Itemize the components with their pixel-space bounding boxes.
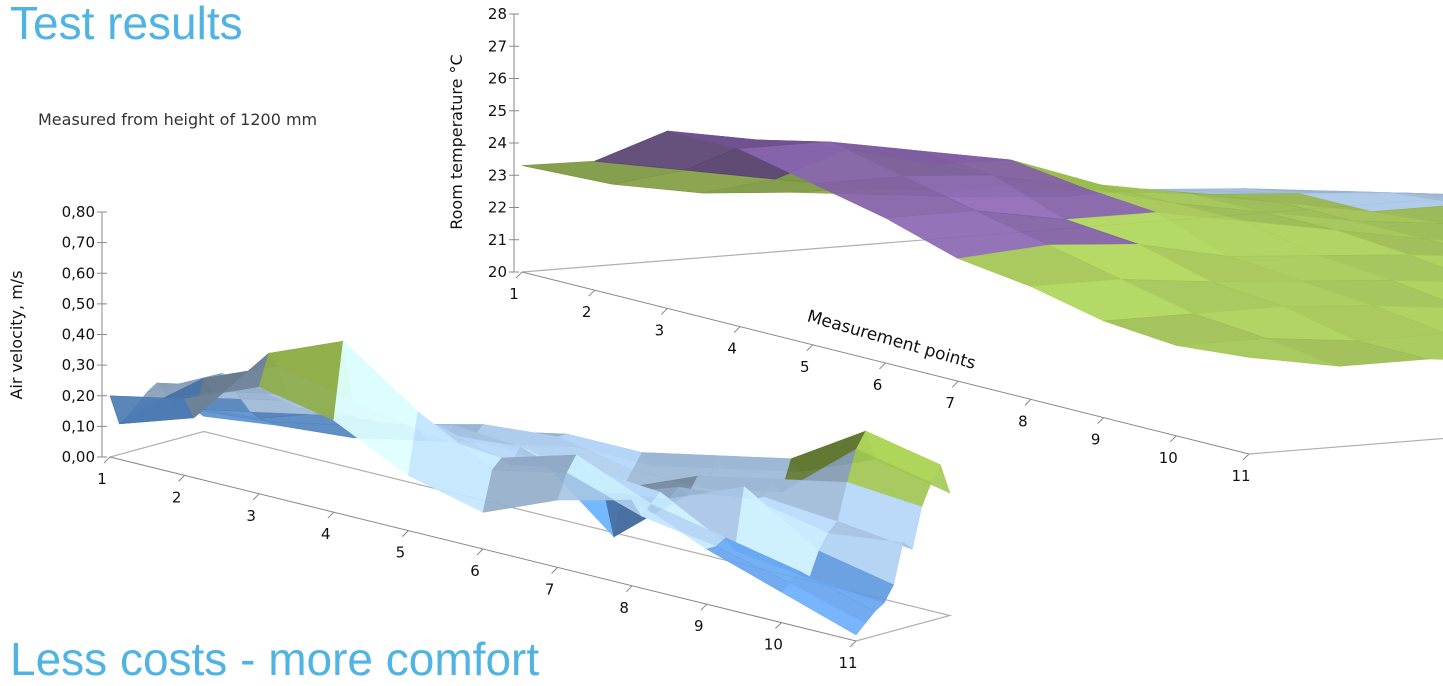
surface-patch: [334, 341, 418, 475]
z-axis: 20 21 22 23 24 25 26 27 28 Room temperature °C: [447, 5, 519, 281]
x-tick-label: 6: [873, 376, 883, 394]
x-tick-label: 3: [655, 321, 665, 339]
x-tick-label: 8: [1018, 412, 1028, 430]
z-tick-label: 0,10: [62, 417, 95, 435]
x-tick-mark: [880, 363, 886, 369]
surface-patch: [483, 470, 567, 512]
x-tick-mark: [104, 457, 110, 463]
x-tick-mark: [589, 290, 595, 296]
x-tick-label: 1: [97, 470, 107, 488]
z-tick-label: 28: [488, 5, 507, 23]
x-tick-mark: [1025, 399, 1031, 405]
x-tick-label: 8: [619, 599, 629, 617]
x-tick-mark: [850, 641, 856, 647]
x-tick-label: 6: [470, 562, 480, 580]
x-tick-mark: [1098, 418, 1104, 424]
x-tick-label: 1: [509, 285, 519, 303]
z-tick-label: 0,40: [62, 326, 95, 344]
x-axis-title: Measurement points: [805, 307, 978, 374]
z-tick-label: 22: [488, 199, 507, 217]
z-tick-label: 27: [488, 37, 507, 55]
z-tick-label: 20: [488, 263, 507, 281]
x-tick-mark: [734, 327, 740, 333]
x-tick-mark: [516, 272, 522, 278]
x-tick-label: 11: [1231, 467, 1250, 485]
x-tick-label: 2: [582, 303, 592, 321]
z-tick-label: 0,60: [62, 264, 95, 282]
x-tick-mark: [253, 494, 259, 500]
x-tick-label: 3: [246, 507, 256, 525]
x-tick-mark: [179, 475, 185, 481]
z-tick-label: 21: [488, 231, 507, 249]
z-axis: 0,00 0,10 0,20 0,30 0,40 0,50 0,60 0,70 0,80 Air …: [7, 203, 107, 466]
z-tick-label: 0,50: [62, 295, 95, 313]
x-tick-label: 7: [545, 580, 555, 598]
x-tick-label: 11: [838, 654, 857, 672]
x-tick-mark: [1243, 454, 1249, 460]
x-tick-label: 10: [764, 636, 783, 654]
x-tick-mark: [952, 381, 958, 387]
z-tick-label: 23: [488, 166, 507, 184]
x-tick-mark: [1170, 436, 1176, 442]
x-tick-label: 2: [172, 488, 182, 506]
x-tick-label: 4: [321, 525, 331, 543]
x-tick-mark: [626, 586, 632, 592]
z-tick-label: 0,30: [62, 356, 95, 374]
x-tick-mark: [477, 549, 483, 555]
x-tick-mark: [552, 567, 558, 573]
x-tick-mark: [661, 308, 667, 314]
z-tick-label: 0,70: [62, 234, 95, 252]
x-tick-label: 7: [945, 394, 955, 412]
z-tick-label: 0,00: [62, 448, 95, 466]
x-tick-mark: [328, 512, 334, 518]
z-tick-label: 26: [488, 70, 507, 88]
x-tick-label: 4: [727, 340, 737, 358]
z-axis-title: Air velocity, m/s: [7, 270, 26, 399]
z-tick-label: 24: [488, 134, 507, 152]
x-tick-label: 5: [396, 544, 406, 562]
x-tick-label: 9: [1091, 431, 1101, 449]
z-axis-title: Room temperature °C: [447, 54, 466, 229]
surface-patch: [110, 396, 194, 424]
x-tick-label: 5: [800, 358, 810, 376]
x-tick-mark: [807, 345, 813, 351]
z-tick-label: 0,80: [62, 203, 95, 221]
x-tick-label: 9: [694, 617, 704, 635]
z-tick-label: 0,20: [62, 387, 95, 405]
z-tick-label: 25: [488, 102, 507, 120]
x-tick-mark: [775, 623, 781, 629]
x-tick-mark: [402, 531, 408, 537]
air-velocity-chart: 0,00 0,10 0,20 0,30 0,40 0,50 0,60 0,70 0,80 Air …: [7, 203, 950, 672]
x-tick-mark: [701, 604, 707, 610]
x-tick-label: 10: [1159, 449, 1178, 467]
